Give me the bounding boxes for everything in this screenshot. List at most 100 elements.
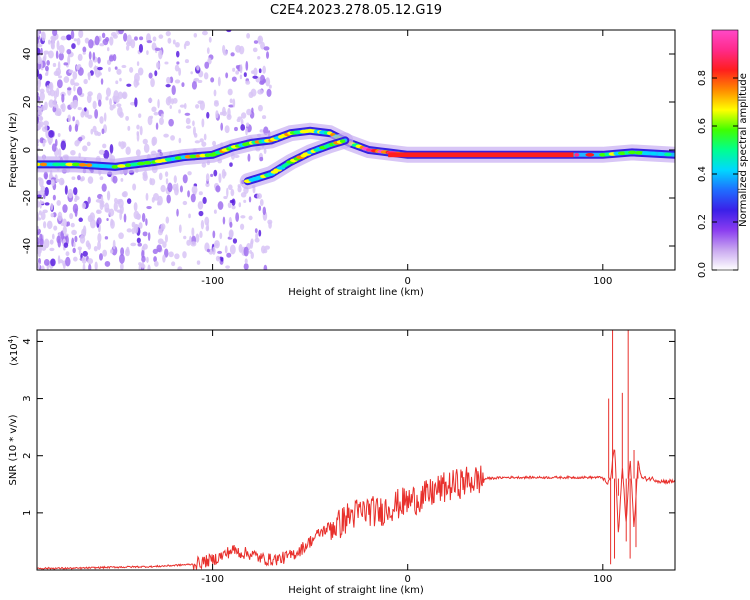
spectrogram-speckle xyxy=(78,30,84,39)
spectrogram-speckle xyxy=(155,122,159,130)
spectrogram-speckle xyxy=(38,210,42,216)
spectrogram-speckle xyxy=(94,35,100,46)
spectrogram-speckle xyxy=(217,250,223,254)
spectrogram-speckle xyxy=(193,132,198,138)
snr-y-label: SNR (10 * v/v) xyxy=(8,414,19,485)
spectrogram-speckle xyxy=(268,84,272,89)
spectrogram-speckle xyxy=(70,30,75,40)
spectrogram-speckle xyxy=(96,217,102,225)
spectrogram-speckle xyxy=(197,79,203,84)
spectrogram-speckle xyxy=(37,225,40,230)
spectrogram-speckle xyxy=(73,85,76,92)
spectrogram-peak xyxy=(46,162,54,167)
spectrogram-speckle xyxy=(167,96,172,103)
spectrogram-speckle xyxy=(113,90,119,100)
spectrogram-speckle xyxy=(165,178,169,185)
spectrogram-speckle xyxy=(74,99,79,108)
spectrogram-speckle xyxy=(92,51,96,61)
spectrogram-peak xyxy=(627,150,637,155)
spectrogram-speckle xyxy=(166,194,171,204)
y-tick-label: 40 xyxy=(22,48,33,61)
spectrogram-speckle xyxy=(210,77,215,83)
spectrogram-speckle xyxy=(82,225,87,236)
spectrogram-speckle xyxy=(77,174,81,181)
spectrogram-speckle xyxy=(250,251,254,260)
spectrogram-speckle xyxy=(87,72,91,78)
spectrogram-speckle xyxy=(219,232,223,240)
spectrogram-speckle xyxy=(49,89,56,97)
spectrogram-speckle xyxy=(79,234,86,244)
spectrogram-speckle xyxy=(227,202,232,209)
spectrogram-speckle xyxy=(238,45,245,55)
spectrogram-speckle xyxy=(119,77,122,82)
spectrogram-speckle xyxy=(152,248,158,255)
spectrogram-speckle xyxy=(40,185,46,193)
spectrogram-speckle xyxy=(266,88,272,98)
spectrogram-speckle xyxy=(94,108,99,119)
spectrogram-speckle xyxy=(201,141,207,147)
spectrogram-speckle xyxy=(175,41,180,48)
spectrogram-speckle xyxy=(222,49,228,56)
spectrogram-speckle xyxy=(154,47,161,52)
spectrogram-speckle xyxy=(68,124,72,132)
spectrogram-speckle xyxy=(117,106,123,117)
spectrogram-speckle xyxy=(198,210,204,217)
spectrogram-speckle xyxy=(137,67,144,76)
spectrogram-speckle xyxy=(80,176,85,182)
spectrogram-speckle xyxy=(101,183,107,192)
spectrogram-speckle xyxy=(252,47,258,53)
x-tick-label: -100 xyxy=(201,276,224,287)
spectrogram-speckle xyxy=(70,101,75,109)
spectrogram-speckle xyxy=(60,35,67,41)
spectrogram-speckle xyxy=(243,199,247,203)
spectrogram-speckle xyxy=(239,74,243,80)
spectrogram-speckle xyxy=(43,238,50,249)
spectrogram-speckle xyxy=(37,95,41,103)
colorbar: 0.0 0.2 0.4 0.6 0.8 Normalized spectral ampl… xyxy=(697,29,749,278)
spectrogram-speckle xyxy=(199,230,203,239)
spectrogram-y-ticks: -40 -20 0 20 40 xyxy=(22,48,675,254)
y-tick-label: -40 xyxy=(22,238,33,254)
spectrogram-speckle xyxy=(73,82,80,87)
spectrogram-speckle xyxy=(67,188,74,199)
spectrogram-speckle xyxy=(136,213,141,220)
spectrogram-speckle xyxy=(181,82,185,88)
spectrogram-speckle xyxy=(188,213,191,219)
spectrogram-speckle xyxy=(37,231,40,236)
spectrogram-speckle xyxy=(102,249,108,257)
spectrogram-peak xyxy=(664,152,672,157)
spectrogram-speckle xyxy=(192,120,195,127)
spectrogram-speckle xyxy=(44,186,49,197)
x-tick-label: 0 xyxy=(405,574,411,585)
spectrogram-peak xyxy=(52,162,61,167)
spectrogram-speckle xyxy=(143,143,150,153)
spectrogram-speckle xyxy=(156,201,161,206)
spectrogram-speckle xyxy=(240,118,244,126)
spectrogram-speckle xyxy=(243,263,249,270)
spectrogram-speckle xyxy=(46,179,52,185)
spectrogram-speckle xyxy=(37,217,42,221)
spectrogram-speckle xyxy=(136,124,140,130)
spectrogram-speckle xyxy=(250,88,257,97)
spectrogram-speckle xyxy=(40,47,43,56)
spectrogram-speckle xyxy=(174,253,180,260)
spectrogram-peak xyxy=(65,162,74,167)
snr-y-scale-factor: (x104) xyxy=(7,335,20,366)
spectrogram-speckle xyxy=(46,220,53,230)
spectrogram-speckle xyxy=(101,128,105,135)
spectrogram-speckle xyxy=(49,247,55,252)
spectrogram-speckle xyxy=(48,83,53,90)
spectrogram-speckle xyxy=(160,223,166,230)
spectrogram-speckle xyxy=(244,258,248,264)
spectrogram-peak xyxy=(143,161,152,165)
spectrogram-speckle xyxy=(240,124,246,131)
spectrogram-speckle xyxy=(60,140,67,151)
spectrogram-speckle xyxy=(147,232,151,241)
spectrogram-speckle xyxy=(158,172,163,181)
spectrogram-speckle xyxy=(138,36,144,41)
spectrogram-speckle xyxy=(225,72,229,79)
spectrogram-speckle xyxy=(135,149,141,157)
spectrogram-speckle xyxy=(55,50,59,60)
spectrogram-speckle xyxy=(114,197,118,204)
spectrogram-speckle xyxy=(202,196,207,205)
